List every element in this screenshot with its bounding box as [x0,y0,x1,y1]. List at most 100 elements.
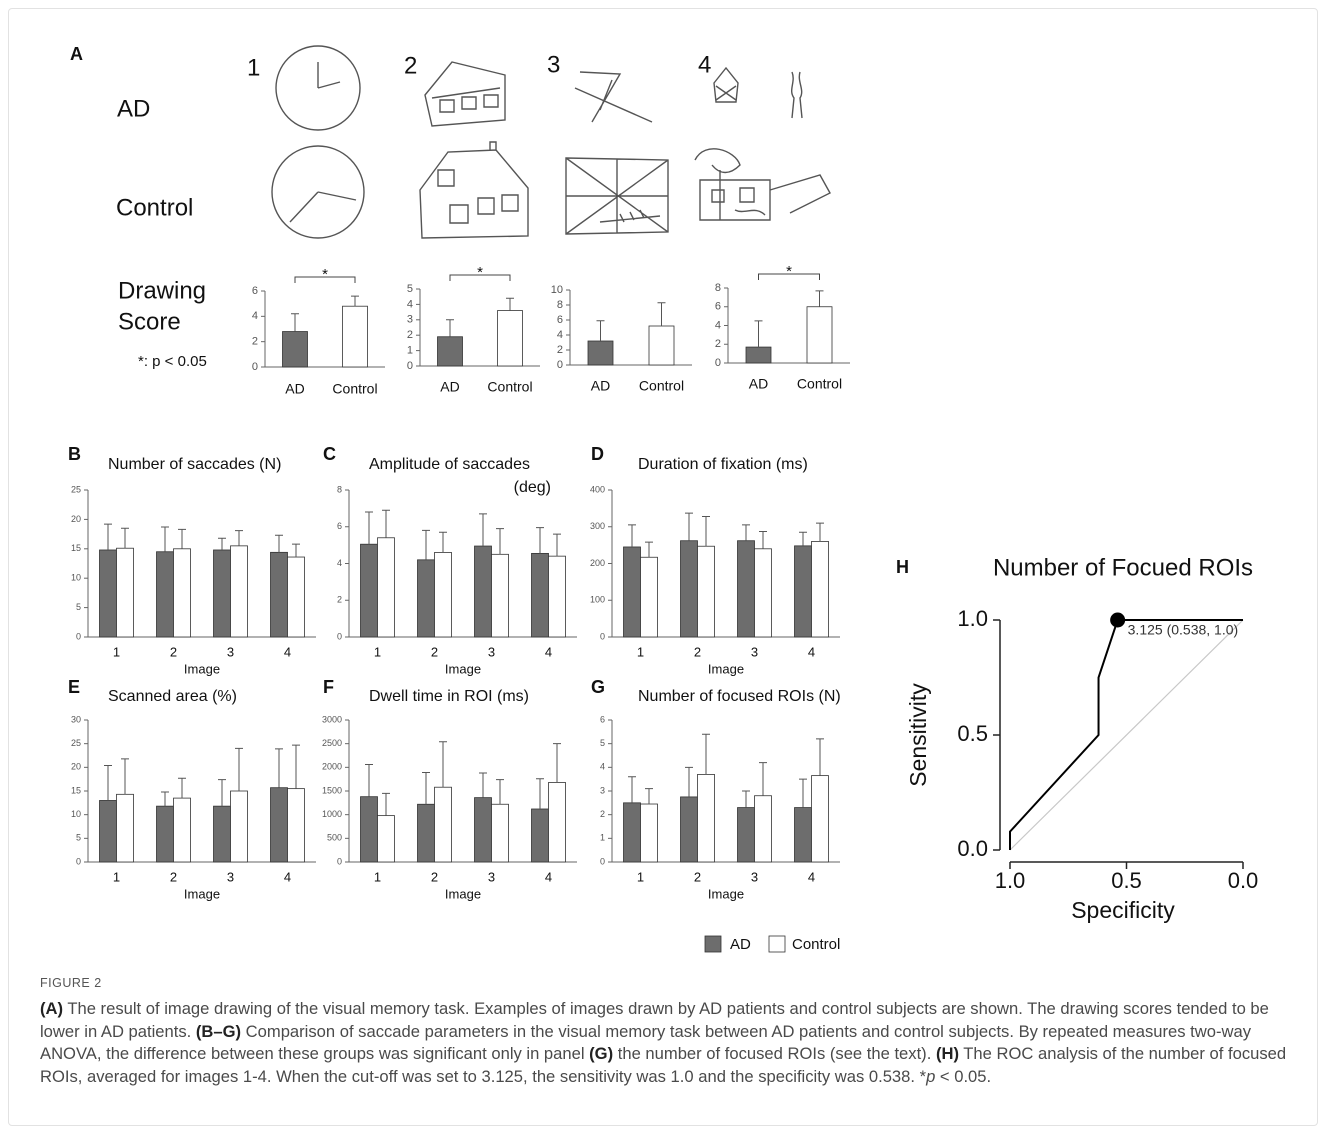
legend-label: AD [730,936,751,953]
y-tick-label: 0 [600,631,605,641]
y-tick-label: 0 [600,856,605,866]
error-bar [628,777,636,803]
drawing-house-ad [425,62,505,126]
error-bar [496,780,504,805]
error-bar [816,291,824,307]
significance-marker: * [786,263,792,280]
x-tick-label: 1 [113,644,120,659]
error-bar [365,512,373,544]
y-tick-label: 8 [337,484,342,494]
error-bar [275,749,283,788]
error-bar [121,528,129,548]
chart-title: Number of saccades (N) [108,456,281,473]
reference-line [1010,620,1243,850]
error-bar [292,544,300,557]
y-tick-label: 0 [337,856,342,866]
error-bar [104,524,112,550]
y-tick-label: 4 [715,319,721,331]
error-bar [235,748,243,791]
bar [755,796,772,862]
error-bar [816,523,824,541]
drawing-clock-hands [290,192,356,222]
y-tick-label: 3000 [322,714,342,724]
cutoff-label: 3.125 (0.538, 1.0) [1128,622,1239,638]
error-bar [536,779,544,809]
legend-swatch [769,936,785,952]
error-bar [121,759,129,795]
panel-letter: H [896,557,909,577]
bar [418,560,435,637]
error-bar [218,780,226,807]
y-tick-label: 100 [590,595,605,605]
error-bar [536,528,544,554]
bar [174,549,191,637]
error-bar [422,530,430,559]
error-bar [104,765,112,800]
x-tick-label: AD [749,376,768,392]
y-tick-label: 20 [71,514,81,524]
x-axis-label: Image [708,661,744,676]
error-bar [759,763,767,796]
bar [698,774,715,862]
y-tick-label: 2 [557,344,563,356]
y-tick-label: 1 [407,345,413,357]
bar [795,546,812,637]
error-bar [292,745,300,789]
x-axis-label: Image [184,886,220,901]
bar [231,791,248,862]
bar [100,800,117,862]
bar [271,788,288,862]
y-tick-label: 3 [600,785,605,795]
y-tick-label: 5 [600,738,605,748]
y-tick-label: 1500 [322,785,342,795]
y-tick-label: 2500 [322,738,342,748]
drawing-house-tree-ad [714,68,802,118]
error-bar [628,525,636,547]
error-bar [422,773,430,805]
page: A 1 2 3 4 AD Control Drawing Score *: p … [0,0,1328,1139]
bar [475,546,492,637]
error-bar [816,739,824,776]
figure-label: FIGURE 2 [40,976,102,990]
bar [214,550,231,637]
bar [498,311,523,366]
bar [795,808,812,862]
error-bar [479,773,487,798]
y-tick-label: 0 [76,856,81,866]
x-tick-label: 4 [545,644,552,659]
y-tick-label: 4 [407,298,413,310]
y-tick-label: 4 [337,558,342,568]
error-bar [742,791,750,808]
y-tick-label: 10 [71,809,81,819]
error-bar [799,532,807,546]
y-tick-label: 2 [407,329,413,341]
y-tick-label: 1000 [322,809,342,819]
bar [549,556,566,637]
bar [588,341,613,365]
error-bar [178,778,186,798]
y-tick-label: 1.0 [957,606,988,631]
bar [174,798,191,862]
bar [283,332,308,367]
bar [624,547,641,637]
y-tick-label: 8 [557,299,563,311]
error-bar [161,792,169,806]
y-tick-label: 5 [76,602,81,612]
column-number: 4 [698,51,711,78]
error-bar [597,321,605,341]
chart-title: Dwell time in ROI (ms) [369,688,529,705]
score-label: Score [118,308,181,335]
y-tick-label: 4 [557,329,563,341]
significance-marker: * [477,264,483,281]
caption-segment: (A) [40,999,63,1018]
bar [100,550,117,637]
x-tick-label: 2 [170,644,177,659]
bar [343,306,368,367]
bar [641,804,658,862]
score-label: Drawing [118,277,206,304]
error-bar [439,742,447,787]
x-tick-label: Control [332,381,377,397]
panel-letter: F [323,677,334,697]
x-tick-label: 3 [488,644,495,659]
y-tick-label: 4 [600,762,605,772]
